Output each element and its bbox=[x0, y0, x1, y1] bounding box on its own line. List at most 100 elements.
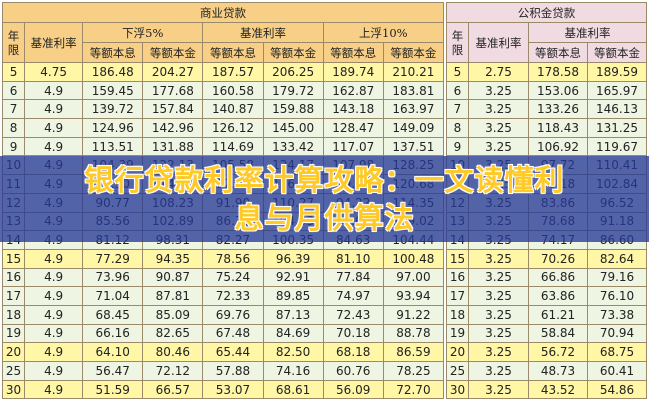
table-row: 16 4.9 73.96 90.87 75.24 92.91 77.84 97.00 bbox=[1, 267, 445, 288]
payment-cell: 159.45 bbox=[82, 80, 144, 101]
table-row: 16 3.25 66.86 79.16 bbox=[446, 267, 647, 288]
payment-cell: 73.96 bbox=[82, 267, 144, 288]
table-row: 5 2.75 178.58 189.59 bbox=[446, 62, 647, 82]
payment-cell: 67.48 bbox=[202, 323, 264, 344]
payment-cell: 100.48 bbox=[382, 248, 445, 269]
payment-cell: 65.44 bbox=[202, 342, 264, 362]
rate-cell: 3.25 bbox=[468, 323, 529, 344]
year-cell: 18 bbox=[446, 304, 469, 325]
rate-header: 基准利率 bbox=[24, 22, 84, 63]
payment-cell: 73.38 bbox=[587, 304, 647, 325]
year-header: 年限 bbox=[446, 22, 469, 63]
rate-header: 基准利率 bbox=[468, 22, 529, 63]
payment-cell: 66.86 bbox=[528, 267, 588, 288]
table-row: 7 4.9 139.72 157.84 140.87 159.88 143.18 163.97 bbox=[1, 99, 445, 120]
table-row: 19 4.9 66.16 82.65 67.48 84.69 70.18 88.78 bbox=[1, 323, 445, 344]
payment-cell: 179.72 bbox=[262, 80, 324, 101]
table-row: 15 3.25 70.26 82.64 bbox=[446, 248, 647, 269]
payment-cell: 140.87 bbox=[202, 99, 264, 120]
payment-cell: 72.33 bbox=[202, 286, 264, 306]
payment-cell: 56.72 bbox=[528, 342, 588, 362]
table-row: 18 3.25 61.21 73.38 bbox=[446, 304, 647, 325]
table-row: 5 4.75 186.48 204.27 187.57 206.25 189.74 210.2… bbox=[1, 62, 445, 82]
payment-cell: 69.76 bbox=[202, 304, 264, 325]
payment-cell: 145.00 bbox=[262, 118, 324, 138]
sub-header: 等额本金 bbox=[587, 42, 647, 63]
payment-cell: 56.09 bbox=[322, 379, 384, 400]
payment-cell: 210.21 bbox=[382, 62, 445, 82]
table-row: 6 4.9 159.45 177.68 160.58 179.72 162.87 183.81 bbox=[1, 80, 445, 101]
table-title: 商业贷款 bbox=[2, 2, 444, 23]
payment-cell: 51.59 bbox=[82, 379, 144, 400]
payment-cell: 187.57 bbox=[202, 62, 264, 82]
payment-cell: 72.70 bbox=[382, 379, 445, 400]
table-row: 18 4.9 68.45 85.09 69.76 87.13 72.43 91.22 bbox=[1, 304, 445, 325]
payment-cell: 68.75 bbox=[587, 342, 647, 362]
payment-cell: 54.86 bbox=[587, 379, 647, 400]
payment-cell: 68.61 bbox=[262, 379, 324, 400]
payment-cell: 159.88 bbox=[262, 99, 324, 120]
payment-cell: 91.22 bbox=[382, 304, 445, 325]
payment-cell: 43.52 bbox=[528, 379, 588, 400]
payment-cell: 114.69 bbox=[202, 136, 264, 157]
year-cell: 19 bbox=[446, 323, 469, 344]
sub-header: 等额本息 bbox=[528, 42, 588, 63]
banner: 银行贷款利率计算攻略：一文读懂利息与月供算法 bbox=[0, 156, 649, 242]
payment-cell: 128.47 bbox=[322, 118, 384, 138]
payment-cell: 84.69 bbox=[262, 323, 324, 344]
payment-cell: 58.84 bbox=[528, 323, 588, 344]
year-cell: 6 bbox=[1, 80, 26, 101]
payment-cell: 142.96 bbox=[142, 118, 204, 138]
table-row: 25 4.9 56.47 72.12 57.88 74.16 60.76 78.25 bbox=[1, 361, 445, 381]
payment-cell: 93.94 bbox=[382, 286, 445, 306]
table-row: 8 3.25 118.43 131.25 bbox=[446, 118, 647, 138]
rate-cell: 3.25 bbox=[468, 99, 529, 120]
year-cell: 25 bbox=[446, 361, 469, 381]
year-cell: 16 bbox=[1, 267, 26, 288]
sub-header: 等额本金 bbox=[382, 42, 445, 63]
payment-cell: 74.16 bbox=[262, 361, 324, 381]
rate-cell: 2.75 bbox=[468, 62, 529, 82]
table-row: 7 3.25 133.26 146.13 bbox=[446, 99, 647, 120]
payment-cell: 57.88 bbox=[202, 361, 264, 381]
payment-cell: 189.74 bbox=[322, 62, 384, 82]
rate-cell: 3.25 bbox=[468, 379, 529, 400]
payment-cell: 81.10 bbox=[322, 248, 384, 269]
payment-cell: 61.21 bbox=[528, 304, 588, 325]
payment-cell: 94.35 bbox=[142, 248, 204, 269]
payment-cell: 68.18 bbox=[322, 342, 384, 362]
payment-cell: 70.94 bbox=[587, 323, 647, 344]
year-header: 年限 bbox=[1, 22, 26, 63]
payment-cell: 133.26 bbox=[528, 99, 588, 120]
sub-header: 等额本金 bbox=[262, 42, 324, 63]
rate-cell: 3.25 bbox=[468, 286, 529, 306]
rate-cell: 4.9 bbox=[24, 286, 84, 306]
table-row: 9 4.9 113.51 131.88 114.69 133.42 117.07 137.51 bbox=[1, 136, 445, 157]
rate-cell: 4.9 bbox=[24, 136, 84, 157]
payment-cell: 79.16 bbox=[587, 267, 647, 288]
payment-cell: 177.68 bbox=[142, 80, 204, 101]
payment-cell: 78.25 bbox=[382, 361, 445, 381]
payment-cell: 87.13 bbox=[262, 304, 324, 325]
group-header: 上浮10% bbox=[322, 22, 445, 43]
payment-cell: 146.13 bbox=[587, 99, 647, 120]
payment-cell: 77.84 bbox=[322, 267, 384, 288]
rate-cell: 4.9 bbox=[24, 248, 84, 269]
rate-cell: 3.25 bbox=[468, 80, 529, 101]
year-cell: 7 bbox=[1, 99, 26, 120]
banner-text: 银行贷款利率计算攻略：一文读懂利息与月供算法 bbox=[84, 163, 565, 235]
group-header: 基准利率 bbox=[528, 22, 647, 43]
sub-header: 等额本金 bbox=[142, 42, 204, 63]
payment-cell: 160.58 bbox=[202, 80, 264, 101]
payment-cell: 77.29 bbox=[82, 248, 144, 269]
table-row: 9 3.25 106.92 119.67 bbox=[446, 136, 647, 157]
rate-cell: 3.25 bbox=[468, 136, 529, 157]
rate-cell: 4.9 bbox=[24, 80, 84, 101]
year-cell: 7 bbox=[446, 99, 469, 120]
payment-cell: 183.81 bbox=[382, 80, 445, 101]
payment-cell: 178.58 bbox=[528, 62, 588, 82]
payment-cell: 186.48 bbox=[82, 62, 144, 82]
table-title: 公积金贷款 bbox=[446, 2, 647, 23]
payment-cell: 162.87 bbox=[322, 80, 384, 101]
